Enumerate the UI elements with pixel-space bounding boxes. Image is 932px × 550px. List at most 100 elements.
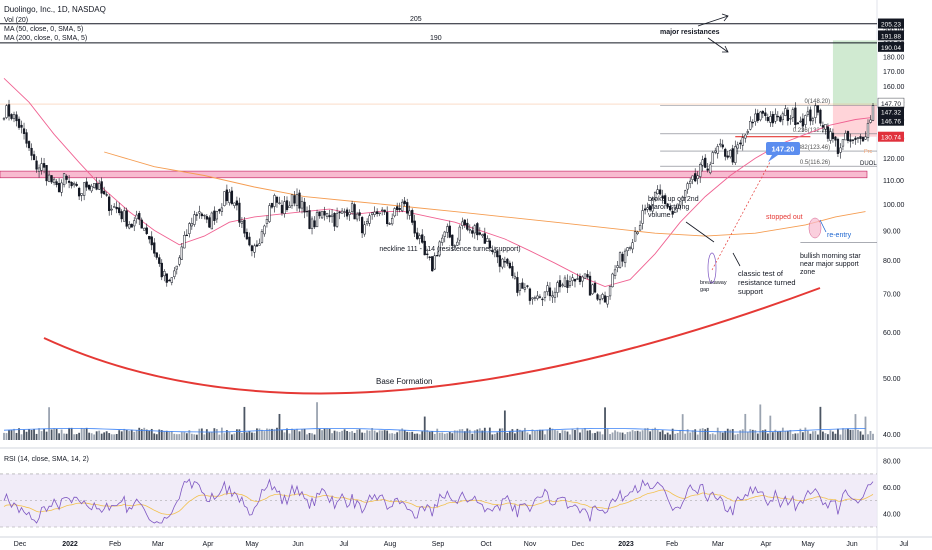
candle-up [453, 245, 456, 247]
volume-bar [63, 433, 66, 440]
candle-up [719, 143, 722, 146]
candle-up [701, 159, 704, 166]
volume-bar [694, 429, 697, 440]
neckline-label: neckline 111 - 114 (resistence turned su… [379, 246, 520, 253]
candle-up [736, 144, 739, 149]
volume-bar [396, 432, 399, 440]
candle-down [100, 181, 103, 194]
indicator-ma50[interactable]: MA (50, close, 0, SMA, 5) [4, 26, 83, 33]
volume-bar [644, 428, 647, 440]
time-axis[interactable]: Dec 2022 Feb Mar Apr May Jun Jul Aug Sep Oct Nov Dec… [14, 541, 909, 548]
candle-up [533, 297, 537, 299]
time-tick-label: May [801, 541, 815, 548]
volume-bar [726, 428, 729, 440]
volume-bar [291, 428, 293, 440]
candle-down [836, 138, 840, 154]
volume-bar [346, 430, 348, 440]
volume-bar [40, 431, 43, 440]
indicator-ma200[interactable]: MA (200, close, 0, SMA, 5) [4, 35, 87, 42]
candle-up [343, 211, 346, 213]
volume-bar [210, 431, 213, 440]
candle-down [648, 205, 652, 211]
candle-up [591, 284, 594, 295]
candle-up [814, 105, 817, 118]
candle-down [411, 210, 414, 223]
volume-bar [842, 428, 844, 440]
volume-bar [636, 430, 639, 440]
volume-bar [819, 406, 822, 440]
volume-bar [599, 431, 601, 440]
volume-bar [704, 429, 707, 440]
candle-down [416, 232, 419, 240]
volume-bar [53, 428, 55, 440]
candle-up [633, 231, 637, 242]
candle-up [441, 237, 444, 243]
volume-bars [3, 402, 874, 440]
volume-bar [481, 430, 484, 440]
candle-up [123, 210, 126, 222]
volume-bar [536, 430, 539, 440]
candle-up [173, 270, 176, 277]
candle-up [240, 221, 244, 224]
volume-bar [729, 429, 732, 440]
volume-bar [734, 434, 737, 440]
volume-bar [35, 433, 38, 440]
indicator-rsi[interactable]: RSI (14, close, SMA, 14, 2) [4, 456, 89, 463]
candle-down [724, 148, 727, 157]
annotations: Base Formation neckline 111 - 114 (resist… [43, 13, 877, 395]
candle-down [558, 280, 562, 288]
volume-bar [651, 428, 654, 440]
volume-bar [764, 429, 767, 440]
candle-up [320, 211, 324, 219]
volume-bar [155, 434, 158, 440]
candles [2, 99, 875, 308]
volume-bar [323, 428, 326, 440]
volume-bar [218, 434, 221, 440]
candle-up [741, 137, 744, 146]
indicator-vol[interactable]: Vol (20) [4, 17, 28, 24]
candle-up [869, 119, 872, 123]
time-tick-label: Apr [203, 541, 215, 548]
price-tag-label: 147.70 [881, 101, 901, 108]
breakaway-gap-label-line: gap [700, 287, 709, 293]
candle-up [709, 164, 712, 174]
candle-down [275, 196, 279, 203]
time-tick-label: Mar [152, 541, 165, 548]
candle-up [866, 123, 870, 138]
candle-down [431, 256, 434, 272]
candle-down [67, 180, 71, 183]
volume-bar [236, 429, 238, 440]
candle-up [804, 115, 807, 125]
volume-bar [471, 433, 474, 440]
volume-bar [531, 429, 534, 440]
candle-down [856, 137, 860, 139]
candle-down [7, 104, 11, 117]
volume-bar [629, 431, 631, 440]
volume-bar [559, 433, 561, 440]
candle-up [203, 214, 206, 217]
candle-up [456, 241, 459, 246]
volume-bar [170, 431, 173, 440]
candle-down [756, 112, 759, 121]
volume-bar [288, 433, 291, 440]
volume-bar [158, 429, 161, 440]
candle-up [631, 242, 634, 250]
candle-down [488, 240, 491, 249]
candle-up [481, 234, 484, 237]
volume-bar [478, 428, 481, 440]
price-tick-label: 60.00 [883, 330, 901, 337]
volume-bar [458, 429, 461, 440]
candle-up [486, 238, 489, 242]
volume-bar [173, 433, 176, 440]
volume-bar [243, 406, 246, 440]
candle-up [190, 223, 193, 227]
volume-bar [624, 434, 626, 440]
candle-up [128, 223, 131, 229]
rsi-ma-line [3, 489, 874, 516]
volume-bar [341, 430, 343, 440]
volume-bar [451, 433, 454, 440]
candle-up [265, 219, 269, 224]
volume-bar [534, 431, 536, 440]
broke-up-label-line: broke up on 2nd [648, 196, 699, 203]
